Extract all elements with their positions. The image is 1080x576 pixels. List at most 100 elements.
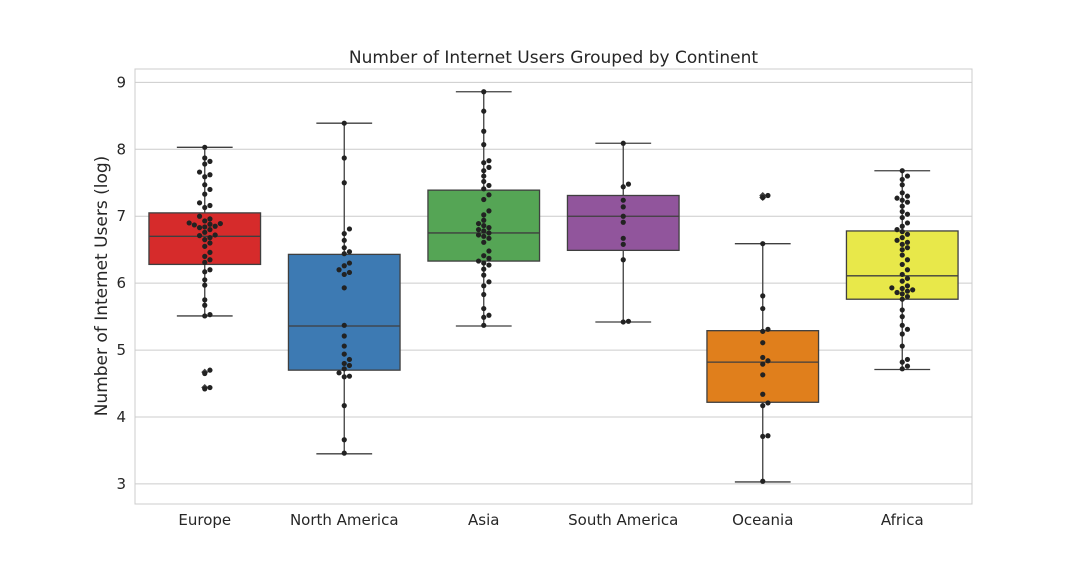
swarm-point <box>336 267 342 273</box>
swarm-point <box>346 356 353 363</box>
swarm-point <box>620 197 626 203</box>
swarm-point <box>620 257 626 263</box>
swarm-point <box>899 214 905 221</box>
swarm-point <box>481 233 487 239</box>
swarm-point <box>899 291 905 297</box>
swarm-point <box>486 192 492 198</box>
swarm-point <box>196 213 203 219</box>
swarm-point <box>202 259 208 266</box>
swarm-point <box>481 239 487 245</box>
swarm-point <box>202 386 208 392</box>
swarm-point <box>904 199 911 205</box>
swarm-point <box>486 262 492 268</box>
x-tick-label-asia: Asia <box>468 511 499 529</box>
swarm-point <box>486 208 492 214</box>
swarm-point <box>202 229 208 235</box>
swarm-point <box>904 193 911 199</box>
swarm-point <box>486 312 492 318</box>
swarm-point <box>207 202 213 209</box>
swarm-point <box>341 450 347 456</box>
swarm-point <box>899 190 905 196</box>
swarm-point <box>341 245 347 251</box>
swarm-point <box>341 263 347 269</box>
swarm-point <box>620 241 626 247</box>
swarm-point <box>341 285 347 291</box>
swarm-point <box>207 158 213 164</box>
swarm-point <box>904 211 911 217</box>
swarm-point <box>486 225 492 231</box>
swarm-point <box>899 366 905 372</box>
swarm-point <box>207 235 213 241</box>
swarm-point <box>202 237 208 243</box>
swarm-point <box>196 233 203 239</box>
swarm-point <box>760 372 766 378</box>
x-tick-labels: Europe North America Asia South America Ocea… <box>178 511 923 529</box>
swarm-point <box>481 178 487 185</box>
swarm-point <box>760 305 766 312</box>
swarm-point <box>346 269 353 276</box>
swarm-point <box>899 322 905 328</box>
swarm-point <box>620 184 626 190</box>
y-tick-label: 6 <box>116 274 126 292</box>
y-tick-label: 9 <box>116 73 126 91</box>
swarm-point <box>207 172 213 178</box>
swarm-point <box>904 288 911 294</box>
swarm-point <box>481 196 487 203</box>
swarm-point <box>486 279 492 285</box>
swarm-point <box>346 249 353 255</box>
swarm-point <box>899 314 905 320</box>
swarm-point <box>899 247 905 253</box>
swarm-point <box>202 243 208 249</box>
swarm-point <box>481 305 487 312</box>
x-tick-label-south-america: South America <box>568 511 678 529</box>
swarm-point <box>481 186 487 192</box>
swarm-point <box>202 174 208 180</box>
swarm-point <box>481 272 487 278</box>
swarm-point <box>899 307 905 313</box>
swarm-point <box>760 403 766 409</box>
swarm-point <box>481 291 487 298</box>
x-tick-label-europe: Europe <box>178 511 231 529</box>
swarm-point <box>481 108 487 114</box>
swarm-point <box>899 208 905 215</box>
swarm-point <box>486 255 492 261</box>
swarm-point <box>904 326 911 332</box>
swarm-point <box>486 164 492 170</box>
swarm-point <box>202 224 208 230</box>
swarm-point <box>904 257 911 263</box>
swarm-point <box>899 296 905 302</box>
swarm-point <box>341 322 347 328</box>
swarm-point <box>202 182 208 188</box>
y-gridlines <box>135 81 972 485</box>
swarm-point <box>481 260 487 266</box>
swarm-point <box>899 331 905 337</box>
swarm-point <box>207 186 213 193</box>
swarm-point <box>894 227 900 233</box>
swarm-point <box>341 360 347 367</box>
swarm-point <box>760 361 766 367</box>
swarm-point <box>481 266 487 272</box>
swarm-point <box>207 267 213 273</box>
swarm-point <box>620 319 626 325</box>
swarm-point <box>341 437 347 443</box>
swarm-points <box>186 89 916 484</box>
swarm-point <box>481 212 487 218</box>
swarm-point <box>889 285 895 291</box>
swarm-point <box>202 204 208 211</box>
swarm-point <box>481 314 487 320</box>
swarm-point <box>202 191 208 197</box>
swarm-point <box>486 182 492 189</box>
y-tick-label: 8 <box>116 140 126 158</box>
x-tick-label-oceania: Oceania <box>732 511 793 529</box>
swarm-point <box>899 285 905 292</box>
swarm-point <box>904 231 911 237</box>
swarm-point <box>341 374 347 380</box>
swarm-point <box>765 326 771 332</box>
swarm-point <box>475 258 482 264</box>
swarm-point <box>620 204 626 210</box>
swarm-point <box>481 168 487 174</box>
swarm-point <box>341 343 347 349</box>
swarm-point <box>486 158 492 164</box>
swarm-point <box>341 333 347 339</box>
swarm-point <box>207 249 213 255</box>
